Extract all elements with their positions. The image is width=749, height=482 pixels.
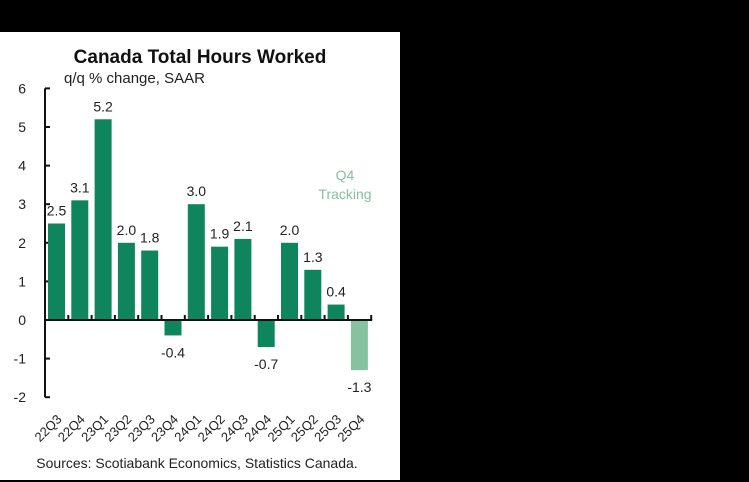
bar-23Q4 xyxy=(164,320,182,336)
value-label: -0.4 xyxy=(161,344,185,360)
value-label: 2.0 xyxy=(117,222,137,238)
y-tick-label: 5 xyxy=(18,119,26,135)
x-tick-label: 25Q4 xyxy=(334,412,367,445)
bar-25Q1 xyxy=(281,242,298,320)
bar-23Q3 xyxy=(141,250,159,320)
value-label: 2.5 xyxy=(47,203,67,219)
y-tick-label: 1 xyxy=(18,273,26,289)
y-tick-label: -2 xyxy=(14,389,27,405)
y-tick-label: 3 xyxy=(18,196,26,212)
value-label: 3.0 xyxy=(187,183,207,199)
bars: 2.53.15.22.0 1.8-0.43.01.9 2.1-0.72.01.30.… xyxy=(47,98,372,395)
bar-24Q2 xyxy=(211,246,229,320)
y-tick-label: 6 xyxy=(18,80,26,96)
y-tick-label: 2 xyxy=(18,235,26,251)
value-label: 3.1 xyxy=(70,179,90,195)
bar-24Q1 xyxy=(187,204,205,320)
value-label: 0.4 xyxy=(326,284,346,300)
y-axis: 6 5 4 3 2 1 0 -1 -2 xyxy=(14,80,50,405)
x-axis: 22Q322Q423Q123Q223Q323Q424Q124Q224Q324Q4… xyxy=(32,315,373,445)
chart-panel: Canada Total Hours Worked q/q % change, … xyxy=(0,32,400,480)
value-label: 5.2 xyxy=(93,98,113,114)
bar-23Q1 xyxy=(94,119,112,320)
y-tick-label: 0 xyxy=(18,312,26,328)
value-label: -0.7 xyxy=(254,356,278,372)
chart-subtitle: q/q % change, SAAR xyxy=(64,70,205,87)
y-tick-label: -1 xyxy=(14,351,27,367)
tracking-annotation-line2: Tracking xyxy=(318,186,371,202)
value-label: 2.0 xyxy=(280,222,300,238)
bar-25Q4 xyxy=(350,320,368,371)
value-label: 1.3 xyxy=(303,249,323,265)
value-label: 2.1 xyxy=(233,218,253,234)
bar-24Q4 xyxy=(257,320,275,348)
bar-24Q3 xyxy=(234,238,252,320)
bar-chart: Canada Total Hours Worked q/q % change, … xyxy=(14,47,373,471)
bar-25Q3 xyxy=(327,304,345,320)
bar-22Q3 xyxy=(48,223,65,320)
value-label: -1.3 xyxy=(347,379,371,395)
bar-25Q2 xyxy=(304,269,322,320)
source-note: Sources: Scotiabank Economics, Statistic… xyxy=(36,455,357,471)
value-label: 1.8 xyxy=(140,230,160,246)
y-tick-label: 4 xyxy=(18,158,26,174)
bar-23Q2 xyxy=(117,242,135,320)
chart-title: Canada Total Hours Worked xyxy=(74,47,327,68)
bar-22Q4 xyxy=(71,200,89,320)
value-label: 1.9 xyxy=(210,226,230,242)
tracking-annotation-line1: Q4 xyxy=(336,167,355,183)
